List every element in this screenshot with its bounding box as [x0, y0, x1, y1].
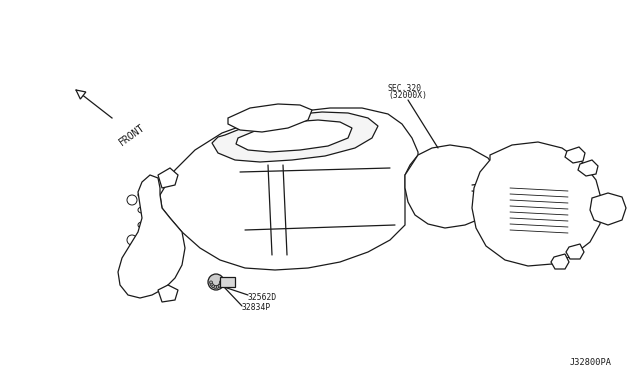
Circle shape — [209, 281, 212, 284]
Polygon shape — [228, 104, 312, 132]
Circle shape — [526, 193, 550, 217]
Circle shape — [436, 174, 464, 202]
Polygon shape — [76, 90, 86, 99]
Polygon shape — [405, 145, 500, 228]
Ellipse shape — [300, 211, 310, 219]
Ellipse shape — [223, 173, 237, 183]
Circle shape — [586, 214, 594, 222]
Circle shape — [214, 285, 216, 288]
Polygon shape — [590, 193, 626, 225]
Circle shape — [216, 285, 219, 288]
Circle shape — [447, 185, 453, 191]
Circle shape — [474, 206, 482, 214]
Circle shape — [503, 170, 573, 240]
Polygon shape — [551, 254, 569, 269]
Ellipse shape — [355, 173, 369, 183]
Circle shape — [444, 182, 456, 194]
Circle shape — [210, 283, 213, 286]
Polygon shape — [158, 168, 178, 188]
Circle shape — [586, 191, 594, 199]
Circle shape — [428, 166, 472, 210]
Polygon shape — [472, 142, 602, 266]
Polygon shape — [578, 160, 598, 176]
Circle shape — [506, 166, 514, 174]
Text: (32000X): (32000X) — [388, 91, 427, 100]
Ellipse shape — [324, 231, 336, 239]
Ellipse shape — [352, 218, 364, 226]
Circle shape — [219, 283, 222, 286]
Circle shape — [208, 274, 224, 290]
Circle shape — [524, 254, 532, 262]
Polygon shape — [118, 175, 185, 298]
Circle shape — [558, 158, 566, 166]
Circle shape — [218, 284, 221, 287]
Text: 32562D: 32562D — [248, 293, 277, 302]
Circle shape — [600, 200, 616, 216]
Text: FRONT: FRONT — [117, 122, 147, 147]
Ellipse shape — [271, 233, 285, 243]
Circle shape — [212, 285, 214, 288]
Circle shape — [127, 195, 137, 205]
Circle shape — [514, 181, 562, 229]
Polygon shape — [236, 120, 352, 152]
Circle shape — [127, 265, 137, 275]
Polygon shape — [212, 112, 378, 162]
Circle shape — [220, 280, 223, 283]
Circle shape — [127, 235, 137, 245]
Polygon shape — [565, 147, 585, 163]
Polygon shape — [220, 277, 235, 287]
Polygon shape — [160, 108, 418, 270]
Text: SEC.320: SEC.320 — [388, 84, 422, 93]
Text: 32834P: 32834P — [242, 303, 271, 312]
Ellipse shape — [334, 144, 346, 152]
Circle shape — [568, 244, 576, 252]
Polygon shape — [158, 285, 178, 302]
Text: J32800PA: J32800PA — [570, 358, 612, 367]
Circle shape — [488, 238, 496, 246]
Polygon shape — [566, 244, 584, 259]
